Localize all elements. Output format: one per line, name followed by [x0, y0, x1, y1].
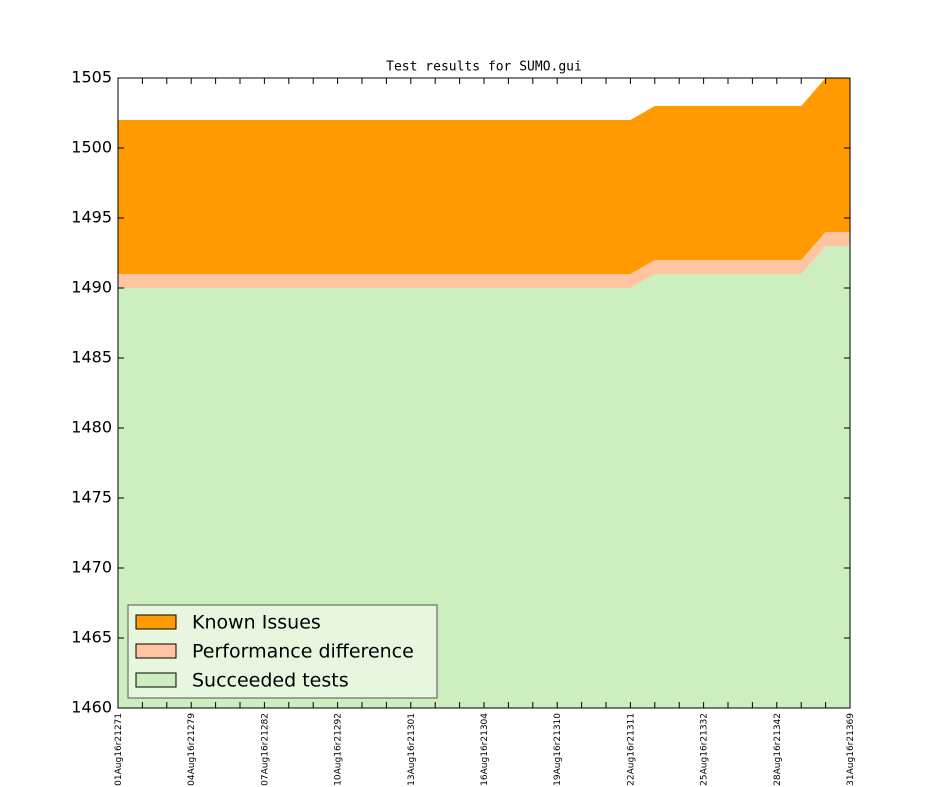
x-tick-label: 04Aug16r21279	[187, 713, 197, 786]
x-tick-label: 13Aug16r21301	[407, 713, 417, 786]
x-tick-label: 19Aug16r21310	[553, 713, 563, 786]
y-tick-label: 1485	[71, 348, 112, 367]
y-tick-label: 1490	[71, 278, 112, 297]
y-tick-label: 1460	[71, 698, 112, 717]
legend-label: Performance difference	[192, 641, 414, 663]
y-tick-label: 1500	[71, 138, 112, 157]
area	[118, 78, 850, 274]
y-tick-label: 1480	[71, 418, 112, 437]
x-tick-label: 16Aug16r21304	[480, 713, 490, 786]
legend-label: Known Issues	[192, 612, 321, 634]
area	[118, 246, 850, 708]
x-tick-label: 25Aug16r21332	[700, 713, 710, 786]
y-tick-label: 1495	[71, 208, 112, 227]
y-tick-label: 1465	[71, 628, 112, 647]
x-tick-label: 31Aug16r21369	[846, 713, 856, 786]
legend-label: Succeeded tests	[192, 670, 349, 692]
y-tick-label: 1470	[71, 558, 112, 577]
legend-swatch	[135, 643, 177, 659]
x-tick-label: 07Aug16r21282	[260, 713, 270, 786]
chart-title: Test results for SUMO.gui	[386, 60, 582, 75]
legend-swatch	[135, 672, 177, 688]
axes: 1460 1465 1470 1475 1480 1485 1490 1495 1500 1505…	[71, 68, 856, 786]
legend: Known Issues Performance difference Succee…	[127, 604, 438, 699]
x-tick-label: 22Aug16r21311	[626, 713, 636, 786]
x-tick-label: 10Aug16r21292	[334, 713, 344, 786]
y-tick-label: 1505	[71, 68, 112, 87]
y-tick-label: 1475	[71, 488, 112, 507]
x-tick-label: 01Aug16r21271	[114, 713, 124, 786]
legend-swatch	[135, 614, 177, 630]
x-tick-label: 28Aug16r21342	[773, 713, 783, 786]
plot-areas	[118, 78, 850, 708]
legend-box	[127, 604, 438, 699]
